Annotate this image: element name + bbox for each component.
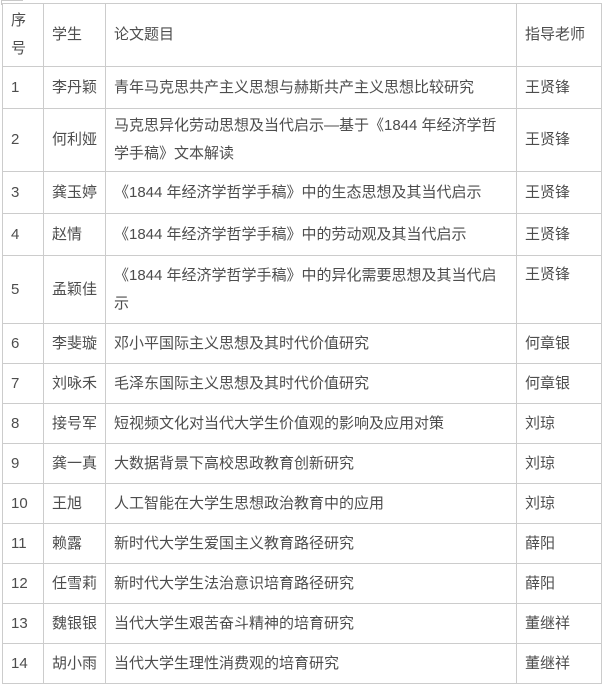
cell-student: 龚一真 — [43, 443, 106, 484]
cell-student: 李丹颖 — [43, 66, 106, 109]
header-row: 序号 学生 论文题目 指导老师 — [2, 3, 602, 67]
cell-title: 毛泽东国际主义思想及其时代价值研究 — [105, 363, 517, 404]
cell-title: 新时代大学生法治意识培育路径研究 — [105, 563, 517, 604]
cell-student: 何利娅 — [43, 108, 106, 172]
cell-advisor: 刘琼 — [516, 483, 602, 524]
cell-title: 《1844 年经济学哲学手稿》中的异化需要思想及其当代启示 — [105, 255, 517, 324]
cell-num: 8 — [2, 403, 44, 444]
cell-title: 当代大学生艰苦奋斗精神的培育研究 — [105, 603, 517, 644]
table-row: 6 李斐璇 邓小平国际主义思想及其时代价值研究 何章银 — [2, 323, 602, 364]
cell-num: 11 — [2, 523, 44, 564]
column-header-advisor: 指导老师 — [516, 3, 602, 67]
cell-student: 刘咏禾 — [43, 363, 106, 404]
cell-num: 12 — [2, 563, 44, 604]
cell-title: 《1844 年经济学哲学手稿》中的生态思想及其当代启示 — [105, 171, 517, 214]
cell-num: 1 — [2, 66, 44, 109]
cell-title: 马克思异化劳动思想及当代启示—基于《1844 年经济学哲学手稿》文本解读 — [105, 108, 517, 172]
cell-advisor: 刘琼 — [516, 443, 602, 484]
cell-num: 14 — [2, 643, 44, 684]
cell-student: 王旭 — [43, 483, 106, 524]
column-header-number: 序号 — [2, 3, 44, 67]
cell-advisor: 董继祥 — [516, 643, 602, 684]
cell-title: 当代大学生理性消费观的培育研究 — [105, 643, 517, 684]
table-row: 10 王旭 人工智能在大学生思想政治教育中的应用 刘琼 — [2, 483, 602, 524]
table-row: 2 何利娅 马克思异化劳动思想及当代启示—基于《1844 年经济学哲学手稿》文本解读… — [2, 108, 602, 172]
column-header-title: 论文题目 — [105, 3, 517, 67]
cell-advisor: 薛阳 — [516, 563, 602, 604]
cell-title: 新时代大学生爱国主义教育路径研究 — [105, 523, 517, 564]
table-row: 1 李丹颖 青年马克思共产主义思想与赫斯共产主义思想比较研究 王贤锋 — [2, 66, 602, 109]
cell-student: 任雪莉 — [43, 563, 106, 604]
table-row: 5 孟颖佳 《1844 年经济学哲学手稿》中的异化需要思想及其当代启示 王贤锋 — [2, 255, 602, 324]
cell-student: 赵情 — [43, 213, 106, 256]
cell-num: 13 — [2, 603, 44, 644]
cell-num: 2 — [2, 108, 44, 172]
cell-title: 《1844 年经济学哲学手稿》中的劳动观及其当代启示 — [105, 213, 517, 256]
cell-student: 接号军 — [43, 403, 106, 444]
cell-title: 人工智能在大学生思想政治教育中的应用 — [105, 483, 517, 524]
cell-advisor: 王贤锋 — [516, 255, 602, 324]
cropped-element-fragment — [1, 0, 23, 5]
cell-title: 青年马克思共产主义思想与赫斯共产主义思想比较研究 — [105, 66, 517, 109]
table-body: 1 李丹颖 青年马克思共产主义思想与赫斯共产主义思想比较研究 王贤锋 2 何利娅 马克思异化… — [2, 66, 602, 684]
cell-advisor: 刘琼 — [516, 403, 602, 444]
cell-student: 龚玉婷 — [43, 171, 106, 214]
table-row: 14 胡小雨 当代大学生理性消费观的培育研究 董继祥 — [2, 643, 602, 684]
cell-student: 孟颖佳 — [43, 255, 106, 324]
cell-advisor: 薛阳 — [516, 523, 602, 564]
cell-title: 短视频文化对当代大学生价值观的影响及应用对策 — [105, 403, 517, 444]
table-row: 9 龚一真 大数据背景下高校思政教育创新研究 刘琼 — [2, 443, 602, 484]
cell-num: 6 — [2, 323, 44, 364]
cell-advisor: 王贤锋 — [516, 66, 602, 109]
cell-advisor: 王贤锋 — [516, 171, 602, 214]
cell-student: 胡小雨 — [43, 643, 106, 684]
cell-advisor: 王贤锋 — [516, 108, 602, 172]
table-row: 3 龚玉婷 《1844 年经济学哲学手稿》中的生态思想及其当代启示 王贤锋 — [2, 171, 602, 214]
thesis-assignment-table: 序号 学生 论文题目 指导老师 1 李丹颖 青年马克思共产主义思想与赫斯共产主义思想… — [2, 3, 602, 684]
cell-num: 9 — [2, 443, 44, 484]
cell-advisor: 何章银 — [516, 323, 602, 364]
cell-num: 5 — [2, 255, 44, 324]
cell-student: 魏银银 — [43, 603, 106, 644]
cell-num: 3 — [2, 171, 44, 214]
cell-advisor: 王贤锋 — [516, 213, 602, 256]
column-header-student: 学生 — [43, 3, 106, 67]
table-row: 12 任雪莉 新时代大学生法治意识培育路径研究 薛阳 — [2, 563, 602, 604]
table-row: 11 赖露 新时代大学生爱国主义教育路径研究 薛阳 — [2, 523, 602, 564]
cell-title: 邓小平国际主义思想及其时代价值研究 — [105, 323, 517, 364]
cell-num: 4 — [2, 213, 44, 256]
table-row: 4 赵情 《1844 年经济学哲学手稿》中的劳动观及其当代启示 王贤锋 — [2, 213, 602, 256]
cell-advisor: 董继祥 — [516, 603, 602, 644]
table-row: 13 魏银银 当代大学生艰苦奋斗精神的培育研究 董继祥 — [2, 603, 602, 644]
cell-student: 赖露 — [43, 523, 106, 564]
cell-student: 李斐璇 — [43, 323, 106, 364]
cell-advisor: 何章银 — [516, 363, 602, 404]
table-row: 8 接号军 短视频文化对当代大学生价值观的影响及应用对策 刘琼 — [2, 403, 602, 444]
cell-title: 大数据背景下高校思政教育创新研究 — [105, 443, 517, 484]
table-row: 7 刘咏禾 毛泽东国际主义思想及其时代价值研究 何章银 — [2, 363, 602, 404]
cell-num: 7 — [2, 363, 44, 404]
cell-num: 10 — [2, 483, 44, 524]
